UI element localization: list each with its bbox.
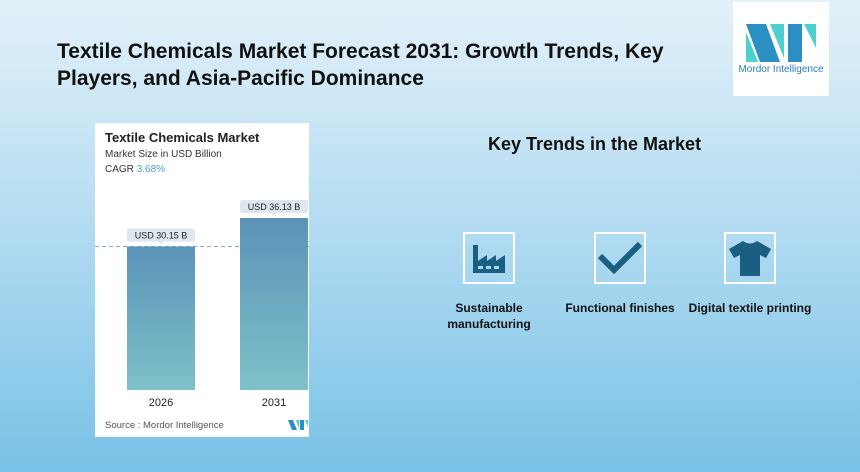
checkmark-icon [598,241,642,275]
x-tick-label: 2026 [149,397,173,409]
factory-icon [473,245,505,273]
trend-digital-textile-printing: Digital textile printing [685,232,815,316]
chart-subtitle: Market Size in USD Billion [105,149,222,160]
cagr-label: CAGR [105,164,134,175]
cagr: CAGR 3.68% [105,164,165,175]
data-label-bg [127,228,195,242]
mordor-logo: Mordor Intelligence [733,2,829,96]
logo-mark-icon [746,23,816,62]
data-label-bg [240,200,308,213]
chart-card: USD 30.15 B 2026 USD 36.13 B 2031 Textile C… [95,123,309,437]
cagr-value: 3.68% [136,164,166,175]
bar-2026 [127,246,195,390]
trend-sustainable-manufacturing: Sustainable manufacturing [424,232,554,332]
trend-label: Digital textile printing [688,301,812,315]
trend-label: Functional finishes [565,301,675,315]
bar-2031 [240,218,308,390]
chart-title: Textile Chemicals Market [105,130,260,145]
source-logo-icon [288,420,308,430]
x-tick-label: 2031 [262,397,286,409]
data-label: USD 36.13 B [248,202,301,212]
tshirt-icon [729,241,771,276]
logo-text: Mordor Intelligence [738,63,824,75]
key-trends-heading: Key Trends in the Market [488,134,702,154]
data-label: USD 30.15 B [135,230,188,240]
data-label-pointer [158,241,164,245]
bar-chart: USD 30.15 B 2026 USD 36.13 B 2031 [95,200,309,409]
page-title: Textile Chemicals Market Forecast 2031: … [57,40,664,90]
chart-source: Source : Mordor Intelligence [105,420,224,431]
trend-label: Sustainable manufacturing [447,301,531,331]
trend-functional-finishes: Functional finishes [555,232,685,316]
data-label-pointer [271,213,277,216]
